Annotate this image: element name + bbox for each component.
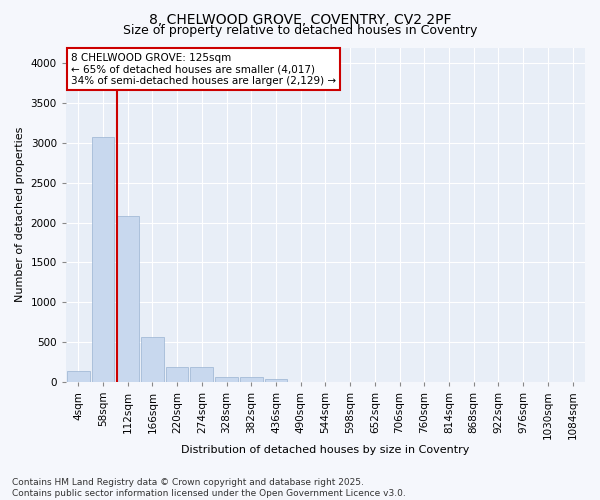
Y-axis label: Number of detached properties: Number of detached properties bbox=[15, 127, 25, 302]
Bar bbox=[190, 367, 213, 382]
Text: 8 CHELWOOD GROVE: 125sqm
← 65% of detached houses are smaller (4,017)
34% of sem: 8 CHELWOOD GROVE: 125sqm ← 65% of detach… bbox=[71, 52, 336, 86]
X-axis label: Distribution of detached houses by size in Coventry: Distribution of detached houses by size … bbox=[181, 445, 470, 455]
Bar bbox=[240, 378, 263, 382]
Bar bbox=[141, 337, 164, 382]
Text: Size of property relative to detached houses in Coventry: Size of property relative to detached ho… bbox=[123, 24, 477, 37]
Text: Contains HM Land Registry data © Crown copyright and database right 2025.
Contai: Contains HM Land Registry data © Crown c… bbox=[12, 478, 406, 498]
Text: 8, CHELWOOD GROVE, COVENTRY, CV2 2PF: 8, CHELWOOD GROVE, COVENTRY, CV2 2PF bbox=[149, 12, 451, 26]
Bar bbox=[265, 378, 287, 382]
Bar bbox=[215, 377, 238, 382]
Bar bbox=[92, 136, 114, 382]
Bar bbox=[166, 366, 188, 382]
Bar bbox=[116, 216, 139, 382]
Bar bbox=[67, 372, 89, 382]
